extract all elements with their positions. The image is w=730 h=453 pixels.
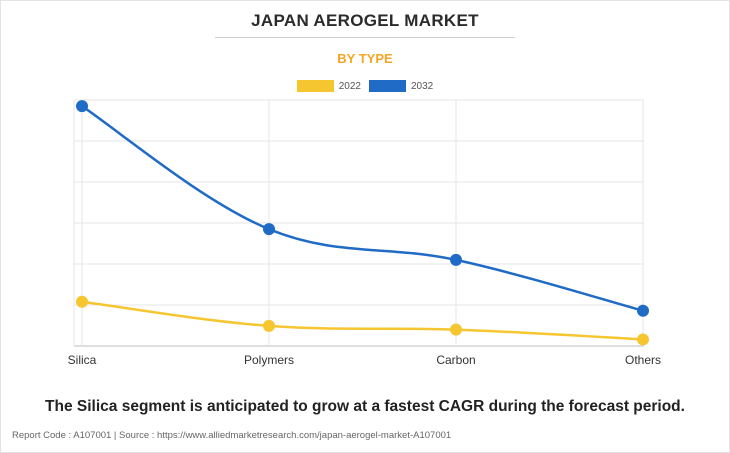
legend-item-2032[interactable]: 2032	[369, 80, 433, 92]
data-point-2022-silica	[76, 295, 88, 308]
x-tick-label-silica: Silica	[68, 353, 97, 367]
chart-subtitle: BY TYPE	[337, 51, 393, 66]
data-point-2032-carbon	[450, 253, 462, 266]
x-tick-label-polymers: Polymers	[244, 353, 294, 367]
data-point-2022-polymers	[263, 319, 275, 332]
series-line-2022	[80, 300, 645, 341]
report-footer: Report Code : A107001 | Source : https:/…	[12, 430, 452, 441]
x-tick-label-carbon: Carbon	[436, 353, 475, 367]
chart-caption: The Silica segment is anticipated to gro…	[45, 398, 685, 415]
legend: 2022 2032	[0, 79, 730, 93]
x-tick-label-others: Others	[625, 353, 661, 367]
legend-swatch-2022	[296, 80, 334, 92]
data-point-2032-silica	[76, 100, 88, 113]
data-point-2022-others	[637, 333, 649, 346]
legend-swatch-2032	[369, 80, 406, 92]
legend-item-2022[interactable]: 2022	[296, 80, 361, 92]
chart-title: JAPAN AEROGEL MARKET	[251, 11, 479, 30]
series-line-2032	[80, 104, 645, 312]
data-point-2022-carbon	[450, 323, 462, 336]
data-point-2032-others	[637, 304, 649, 317]
data-point-2032-polymers	[263, 223, 275, 236]
legend-label-2022: 2022	[338, 80, 361, 92]
legend-label-2032: 2032	[411, 80, 434, 92]
title-divider	[215, 37, 515, 38]
